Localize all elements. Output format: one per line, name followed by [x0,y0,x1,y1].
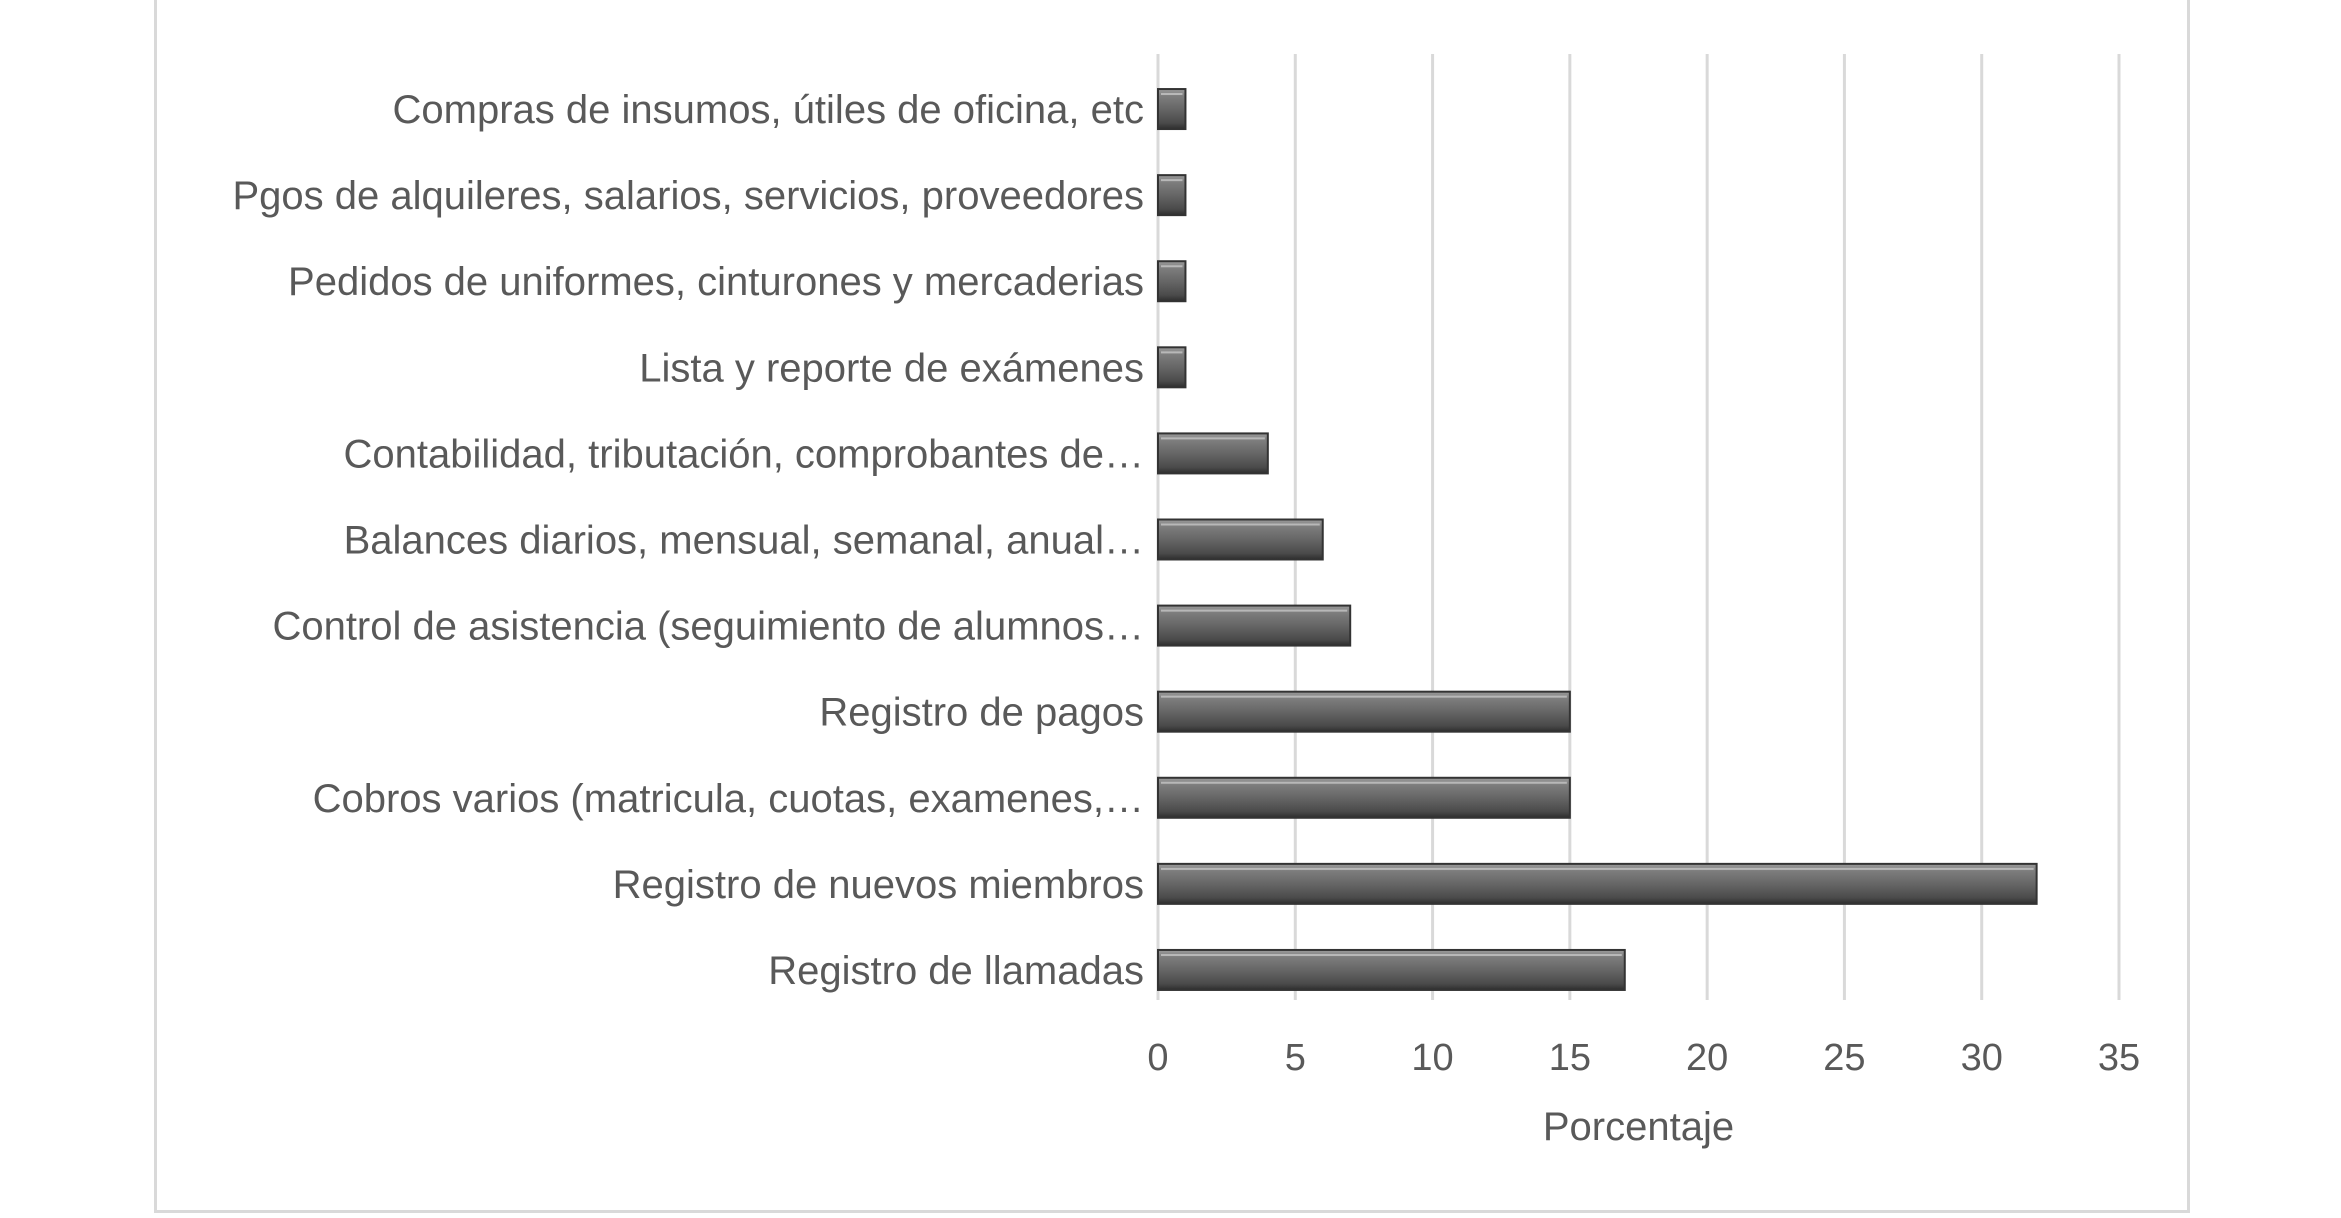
bar-rect [1157,174,1187,217]
bar [1157,174,1187,217]
bars [1157,88,2038,991]
category-label: Compras de insumos, útiles de oficina, e… [393,88,1144,132]
bar-rect [1157,88,1187,131]
category-label: Registro de pagos [819,691,1144,735]
bar [1157,260,1187,303]
x-tick-label: 10 [1411,1037,1453,1079]
x-tick-labels: 0 5 10 15 20 25 30 35 [1147,1037,2140,1079]
category-label: Pgos de alquileres, salarios, servicios,… [232,174,1144,218]
bar-rect [1157,948,1626,991]
bar-rect [1157,346,1187,389]
bar-rect [1157,518,1324,561]
x-tick-label: 0 [1147,1037,1168,1079]
bar-rect [1157,432,1269,475]
bar [1157,346,1187,389]
category-label: Lista y reporte de exámenes [639,346,1144,390]
x-tick-label: 20 [1686,1037,1728,1079]
bar-rect [1157,776,1571,819]
bar [1157,88,1187,131]
x-tick-label: 15 [1549,1037,1591,1079]
bar [1157,948,1626,991]
category-label: Contabilidad, tributación, comprobantes … [344,432,1144,476]
bar [1157,604,1352,647]
bar-rect [1157,862,2038,905]
bar-rect [1157,690,1571,733]
x-tick-label: 25 [1823,1037,1865,1079]
x-axis-title: Porcentaje [1543,1105,1734,1149]
bar [1157,690,1571,733]
bar [1157,432,1269,475]
x-tick-label: 35 [2098,1037,2140,1079]
category-label: Registro de nuevos miembros [613,863,1144,907]
category-label: Control de asistencia (seguimiento de al… [272,605,1144,649]
x-tick-label: 5 [1285,1037,1306,1079]
category-label: Registro de llamadas [768,949,1144,993]
category-labels: Registro de llamadas Registro de nuevos m… [232,88,1144,993]
bar [1157,776,1571,819]
bar [1157,862,2038,905]
bar-rect [1157,604,1352,647]
bar-rect [1157,260,1187,303]
bar [1157,518,1324,561]
x-tick-label: 30 [1961,1037,2003,1079]
category-label: Balances diarios, mensual, semanal, anua… [344,519,1144,563]
category-label: Pedidos de uniformes, cinturones y merca… [288,260,1144,304]
category-label: Cobros varios (matricula, cuotas, examen… [313,777,1144,821]
